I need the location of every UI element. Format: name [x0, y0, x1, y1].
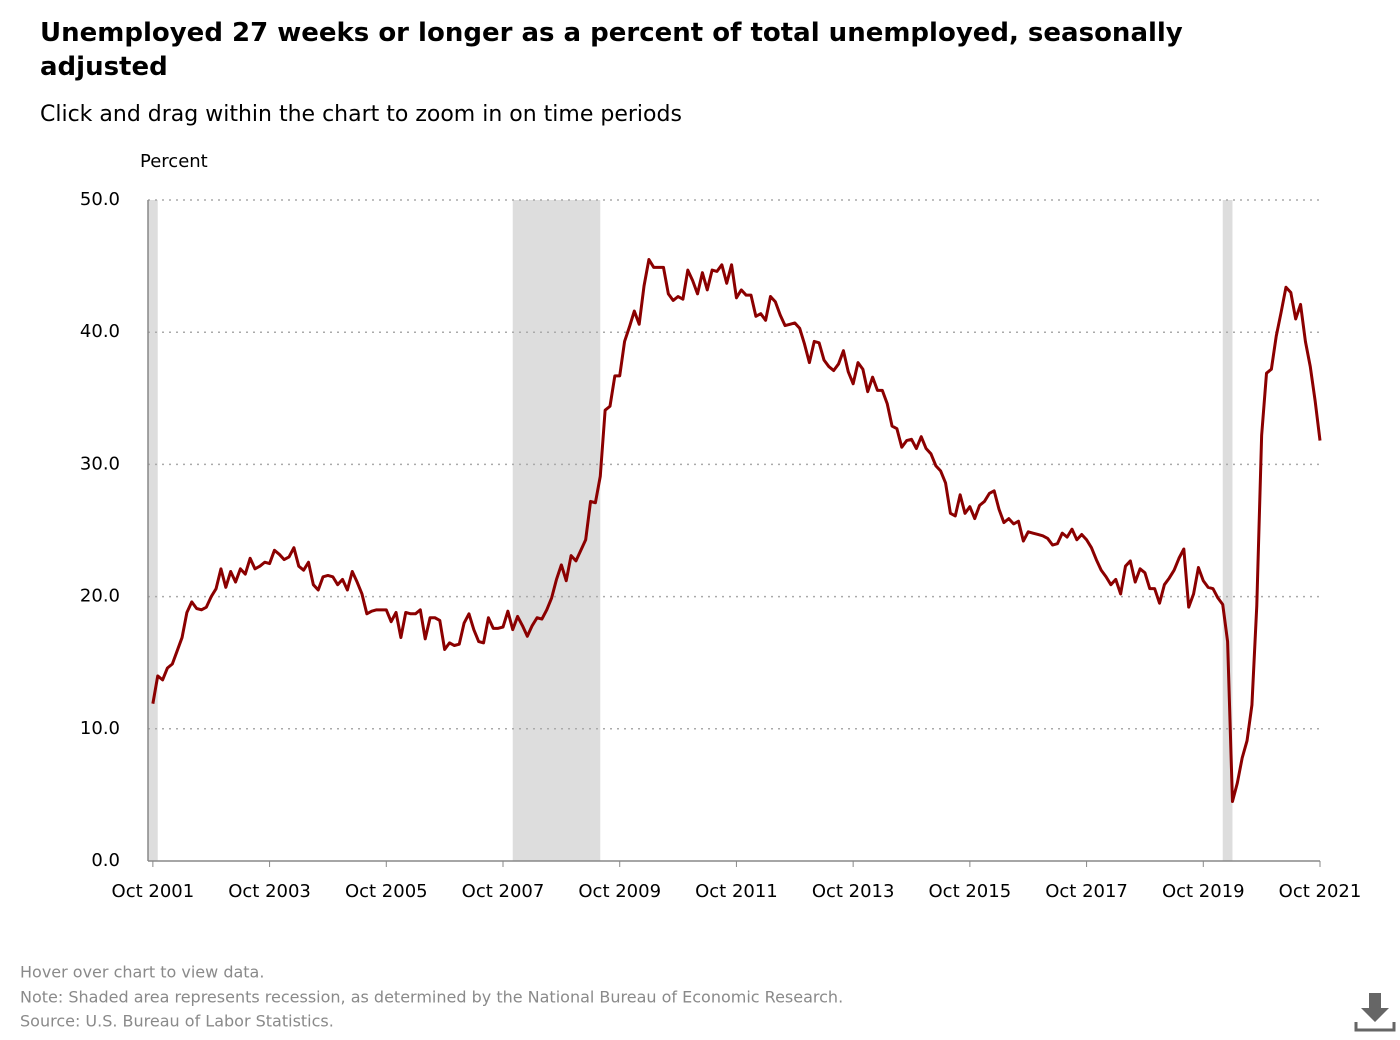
plot-area[interactable]: 0.0 10.0 20.0 30.0 40.0 50.0 Oct 2001 Oct 2003 O…: [80, 189, 1361, 902]
chart-subtitle: Click and drag within the chart to zoom …: [40, 102, 682, 127]
footnote: Hover over chart to view data.: [20, 963, 264, 982]
x-tick-label: Oct 2015: [929, 881, 1012, 902]
y-axis-label: Percent: [140, 151, 208, 172]
x-tick-label: Oct 2009: [578, 881, 661, 902]
y-tick-label: 50.0: [80, 189, 120, 210]
y-tick-label: 10.0: [80, 718, 120, 739]
y-tick-label: 40.0: [80, 321, 120, 342]
x-tick-label: Oct 2007: [462, 881, 545, 902]
x-tick-label: Oct 2013: [812, 881, 895, 902]
y-tick-label: 20.0: [80, 586, 120, 607]
x-tick-label: Oct 2019: [1162, 881, 1245, 902]
x-tick-label: Oct 2011: [695, 881, 778, 902]
recession-band: [148, 200, 158, 861]
x-tick-label: Oct 2001: [112, 881, 195, 902]
y-tick-label: 0.0: [91, 850, 120, 871]
recession-band: [1222, 200, 1233, 861]
x-tick-label: Oct 2005: [345, 881, 428, 902]
footnote: Note: Shaded area represents recession, …: [20, 988, 843, 1007]
download-button[interactable]: [1352, 990, 1396, 1034]
x-tick-label: Oct 2017: [1045, 881, 1128, 902]
y-tick-label: 30.0: [80, 453, 120, 474]
x-tick-label: Oct 2003: [228, 881, 311, 902]
chart-title: Unemployed 27 weeks or longer as a perce…: [40, 18, 1183, 82]
footnote: Source: U.S. Bureau of Labor Statistics.: [20, 1012, 334, 1031]
data-line: [151, 257, 1322, 804]
download-tray: [1354, 1022, 1396, 1032]
x-tick-label: Oct 2021: [1279, 881, 1362, 902]
download-arrow: [1361, 993, 1389, 1022]
